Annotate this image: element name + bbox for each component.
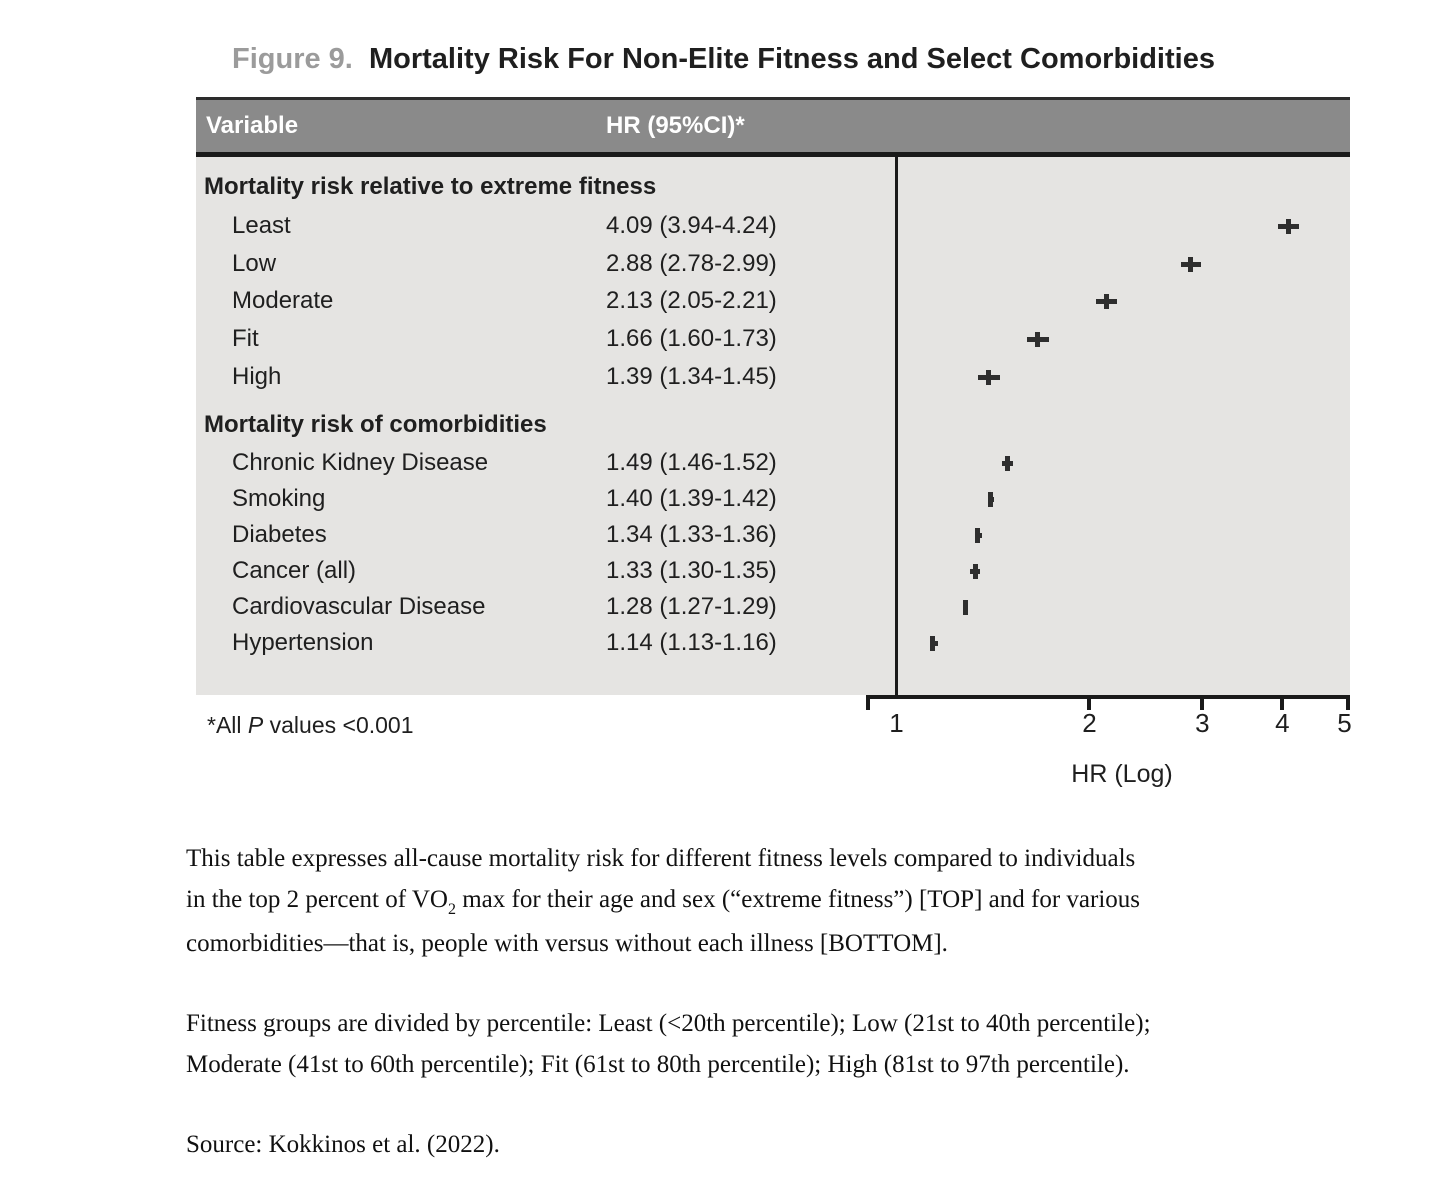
x-axis-tick bbox=[1087, 695, 1092, 710]
point-estimate-tick bbox=[930, 635, 936, 651]
figure-title-text bbox=[361, 43, 369, 75]
x-axis-right-cap bbox=[1346, 695, 1350, 710]
row-hr-value: 1.66 (1.60-1.73) bbox=[606, 325, 777, 352]
row-hr-value: 1.14 (1.13-1.16) bbox=[606, 629, 777, 656]
column-header-hr-ci: HR (95%CI)* bbox=[606, 112, 745, 139]
caption-line: Fitness groups are divided by percentile… bbox=[186, 1010, 1151, 1037]
row-label: Moderate bbox=[232, 287, 334, 314]
point-estimate-tick bbox=[1035, 331, 1041, 347]
row-label: Diabetes bbox=[232, 521, 327, 548]
section-header: Mortality risk relative to extreme fitne… bbox=[204, 173, 657, 200]
caption-text: max for their age and sex (“extreme fitn… bbox=[455, 886, 1140, 913]
reference-line-hr1 bbox=[895, 157, 898, 695]
row-hr-value: 1.39 (1.34-1.45) bbox=[606, 363, 777, 390]
section-header: Mortality risk of comorbidities bbox=[204, 411, 547, 438]
caption-line: in the top 2 percent of VO2 max for thei… bbox=[186, 879, 1140, 923]
row-label: Fit bbox=[232, 325, 259, 352]
caption-line: comorbidities—that is, people with versu… bbox=[186, 930, 948, 957]
caption-line: This table expresses all-cause mortality… bbox=[186, 845, 1136, 872]
x-axis-tick-label: 3 bbox=[1195, 708, 1210, 738]
row-hr-value: 1.33 (1.30-1.35) bbox=[606, 557, 777, 584]
row-label: Low bbox=[232, 250, 277, 277]
row-hr-value: 1.28 (1.27-1.29) bbox=[606, 593, 777, 620]
point-estimate-tick bbox=[1104, 293, 1110, 309]
row-hr-value: 2.88 (2.78-2.99) bbox=[606, 250, 777, 277]
row-label: Cancer (all) bbox=[232, 557, 357, 584]
source-line: Source: Kokkinos et al. (2022). bbox=[186, 1131, 500, 1158]
point-estimate-tick bbox=[985, 369, 991, 385]
x-axis-tick-label: 5 bbox=[1337, 708, 1352, 738]
x-axis-tick bbox=[1280, 695, 1285, 710]
figure-title-main: Mortality Risk For Non-Elite Fitness and… bbox=[368, 43, 1215, 75]
x-axis-tick-label: 1 bbox=[889, 708, 904, 738]
row-label: Least bbox=[232, 212, 291, 239]
figure-title: Figure 9. Mortality Risk For Non-Elite F… bbox=[232, 42, 1215, 76]
row-hr-value: 1.49 (1.46-1.52) bbox=[606, 449, 777, 476]
footnote-post: values <0.001 bbox=[263, 712, 414, 738]
row-label: High bbox=[232, 363, 282, 390]
table-header-row: Variable HR (95%CI)* bbox=[196, 97, 1350, 152]
x-axis-tick-label: 2 bbox=[1082, 708, 1097, 738]
footnote-pre: *All bbox=[207, 712, 248, 738]
vo2-subscript: 2 bbox=[447, 901, 456, 918]
caption-paragraph-1: This table expresses all-cause mortality… bbox=[186, 838, 1140, 964]
x-axis-tick-label: 4 bbox=[1275, 708, 1290, 738]
figure-number: Figure 9. bbox=[232, 43, 353, 75]
x-axis-title: HR (Log) bbox=[1071, 760, 1173, 788]
row-hr-value: 1.40 (1.39-1.42) bbox=[606, 485, 777, 512]
point-estimate-tick bbox=[1286, 218, 1292, 234]
point-estimate-tick bbox=[962, 599, 968, 615]
row-label: Hypertension bbox=[232, 629, 374, 656]
x-axis-tick bbox=[1200, 695, 1205, 710]
point-estimate-tick bbox=[973, 563, 979, 579]
caption-line: Moderate (41st to 60th percentile); Fit … bbox=[186, 1051, 1130, 1078]
forest-plot-panel bbox=[196, 157, 1350, 695]
caption-text: in the top 2 percent of VO bbox=[186, 886, 448, 913]
row-hr-value: 2.13 (2.05-2.21) bbox=[606, 287, 777, 314]
point-estimate-tick bbox=[975, 527, 981, 543]
point-estimate-tick bbox=[1005, 455, 1010, 471]
header-divider-line bbox=[196, 152, 1350, 157]
x-axis-left-cap bbox=[866, 695, 870, 710]
point-estimate-tick bbox=[1188, 256, 1194, 272]
column-header-variable: Variable bbox=[206, 112, 299, 139]
point-estimate-tick bbox=[987, 491, 993, 507]
footnote-p-italic: P bbox=[247, 712, 264, 738]
x-axis-line bbox=[866, 695, 1350, 699]
row-label: Chronic Kidney Disease bbox=[232, 449, 489, 476]
row-label: Cardiovascular Disease bbox=[232, 593, 486, 620]
row-label: Smoking bbox=[232, 485, 326, 512]
caption-paragraph-2: Fitness groups are divided by percentile… bbox=[186, 1003, 1151, 1085]
row-hr-value: 1.34 (1.33-1.36) bbox=[606, 521, 777, 548]
footnote: *All P values <0.001 bbox=[207, 712, 414, 739]
row-hr-value: 4.09 (3.94-4.24) bbox=[606, 212, 777, 239]
